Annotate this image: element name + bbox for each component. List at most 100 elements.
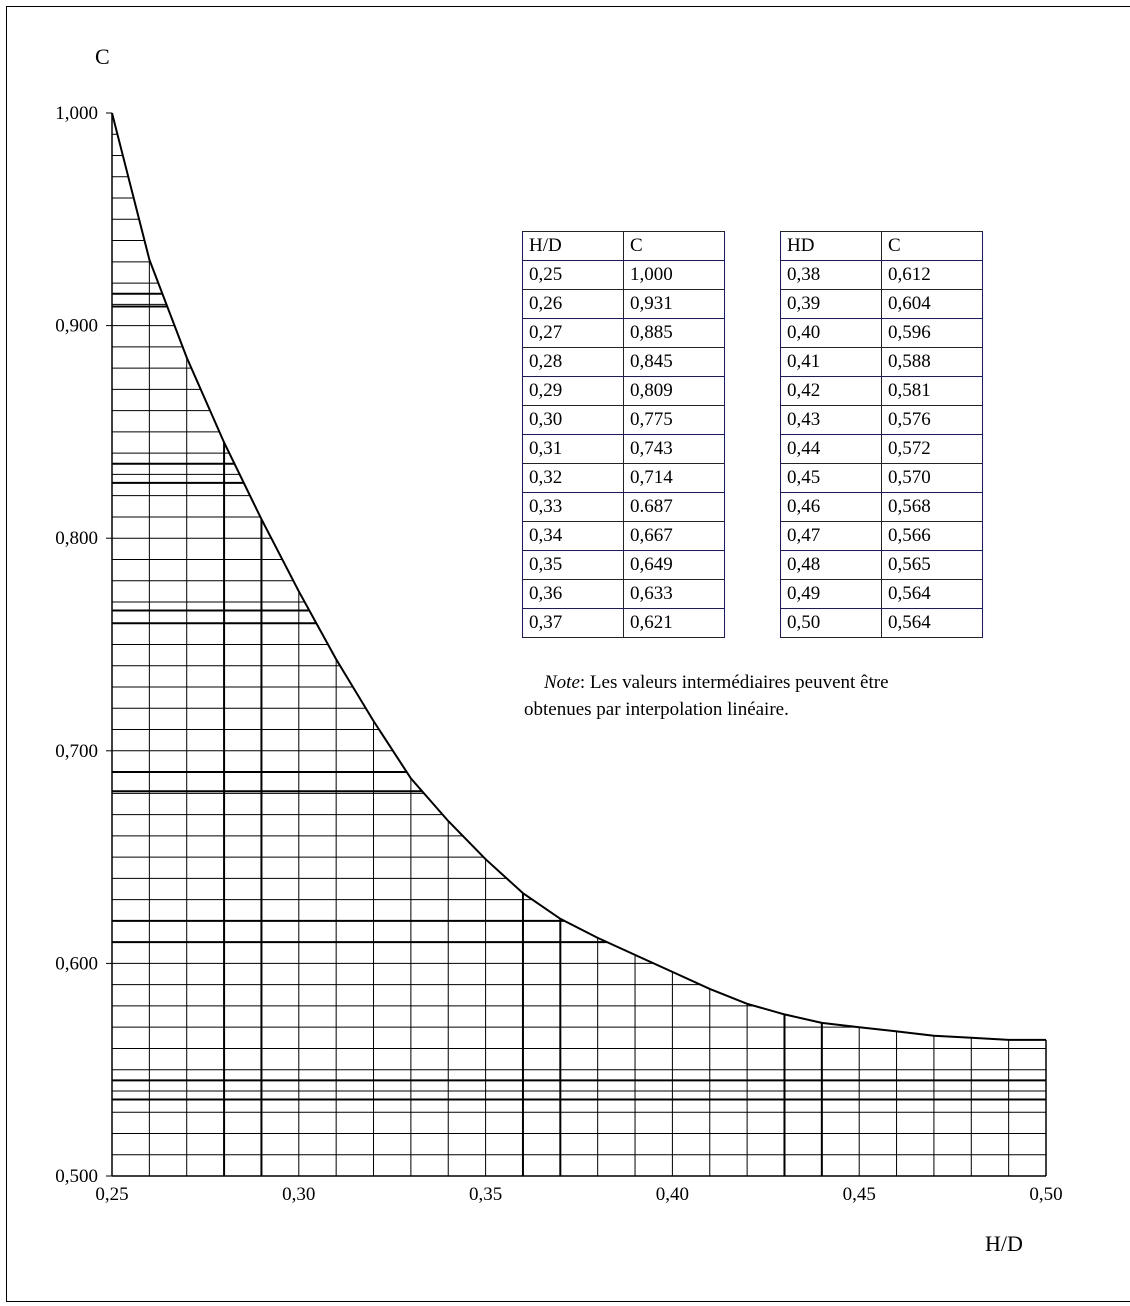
table-cell: 0,633 bbox=[623, 579, 725, 609]
x-tick-label: 0,50 bbox=[1029, 1184, 1062, 1205]
table-cell: 0,30 bbox=[522, 405, 624, 435]
table-header-cell: H/D bbox=[522, 231, 624, 261]
table-cell: 0,714 bbox=[623, 463, 725, 493]
table-cell: 0,809 bbox=[623, 376, 725, 406]
table-row: 0,36 0,633 bbox=[522, 579, 725, 609]
table-cell: 0,33 bbox=[522, 492, 624, 522]
table-row: 0,42 0,581 bbox=[780, 376, 983, 406]
chart-axes bbox=[111, 113, 1047, 1177]
table-row: 0,33 0.687 bbox=[522, 492, 725, 522]
table-cell: 0,565 bbox=[881, 550, 983, 580]
chart-grid bbox=[111, 113, 1047, 1176]
table-cell: 0,32 bbox=[522, 463, 624, 493]
table-row: 0,43 0,576 bbox=[780, 405, 983, 435]
table-row: 0,38 0,612 bbox=[780, 260, 983, 290]
table-cell: 0,572 bbox=[881, 434, 983, 464]
x-tick-label: 0,45 bbox=[843, 1184, 876, 1205]
values-table-right: HD C 0,38 0,612 0,39 0,604 0,40 0,596 0,41 0,588 0… bbox=[780, 231, 983, 638]
table-row: 0,45 0,570 bbox=[780, 463, 983, 493]
y-axis-title: C bbox=[95, 44, 110, 69]
table-row: 0,47 0,566 bbox=[780, 521, 983, 551]
y-tick-label: 0,900 bbox=[55, 316, 98, 337]
figure-frame bbox=[6, 6, 1130, 1302]
table-cell: 0,41 bbox=[780, 347, 882, 377]
x-tick-label: 0,30 bbox=[282, 1184, 315, 1205]
table-cell: 0,568 bbox=[881, 492, 983, 522]
series-line bbox=[111, 112, 1046, 1041]
table-cell: 0,596 bbox=[881, 318, 983, 348]
table-cell: 0,43 bbox=[780, 405, 882, 435]
table-cell: 0,570 bbox=[881, 463, 983, 493]
x-tick-label: 0,35 bbox=[469, 1184, 502, 1205]
y-tick-label: 0,600 bbox=[55, 953, 98, 974]
table-cell: 0,885 bbox=[623, 318, 725, 348]
table-cell: 0,649 bbox=[623, 550, 725, 580]
table-row: 0,27 0,885 bbox=[522, 318, 725, 348]
table-cell: 0,46 bbox=[780, 492, 882, 522]
table-cell: 0,564 bbox=[881, 579, 983, 609]
interpolation-note: Note: Les valeurs intermédiaires peuvent… bbox=[524, 669, 1004, 723]
table-row: 0,48 0,565 bbox=[780, 550, 983, 580]
table-row: 0,32 0,714 bbox=[522, 463, 725, 493]
table-cell: 0,31 bbox=[522, 434, 624, 464]
table-header-row: H/D C bbox=[522, 231, 725, 261]
table-row: 0,26 0,931 bbox=[522, 289, 725, 319]
table-cell: 0,50 bbox=[780, 608, 882, 638]
table-row: 0,50 0,564 bbox=[780, 608, 983, 638]
table-cell: 0,36 bbox=[522, 579, 624, 609]
table-cell: 0,743 bbox=[623, 434, 725, 464]
y-tick-label: 0,700 bbox=[55, 741, 98, 762]
y-tick-label: 0,500 bbox=[55, 1166, 98, 1187]
table-cell: 0,28 bbox=[522, 347, 624, 377]
table-cell: 0,26 bbox=[522, 289, 624, 319]
table-cell: 0,566 bbox=[881, 521, 983, 551]
table-cell: 0,35 bbox=[522, 550, 624, 580]
table-cell: 0,37 bbox=[522, 608, 624, 638]
table-row: 0,44 0,572 bbox=[780, 434, 983, 464]
table-cell: 0,581 bbox=[881, 376, 983, 406]
note-text-line1: : Les valeurs intermédiaires peuvent êtr… bbox=[579, 672, 889, 693]
table-header-cell: C bbox=[881, 231, 983, 261]
values-table-left: H/D C 0,25 1,000 0,26 0,931 0,27 0,885 0,28 0,845… bbox=[522, 231, 725, 638]
y-tick-label: 0,800 bbox=[55, 528, 98, 549]
table-cell: 0,845 bbox=[623, 347, 725, 377]
table-cell: 0,48 bbox=[780, 550, 882, 580]
table-row: 0,29 0,809 bbox=[522, 376, 725, 406]
table-row: 0,49 0,564 bbox=[780, 579, 983, 609]
x-axis-title: H/D bbox=[985, 1231, 1023, 1256]
table-cell: 0.687 bbox=[623, 492, 725, 522]
table-cell: 0,44 bbox=[780, 434, 882, 464]
table-cell: 0,604 bbox=[881, 289, 983, 319]
table-row: 0,41 0,588 bbox=[780, 347, 983, 377]
table-cell: 0,564 bbox=[881, 608, 983, 638]
table-row: 0,37 0,621 bbox=[522, 608, 725, 638]
table-header-cell: C bbox=[623, 231, 725, 261]
table-cell: 0,40 bbox=[780, 318, 882, 348]
table-cell: 0,34 bbox=[522, 521, 624, 551]
note-label: Note bbox=[544, 672, 580, 693]
table-cell: 0,38 bbox=[780, 260, 882, 290]
table-header-row: HD C bbox=[780, 231, 983, 261]
table-cell: 0,45 bbox=[780, 463, 882, 493]
table-cell: 0,931 bbox=[623, 289, 725, 319]
table-cell: 0,612 bbox=[881, 260, 983, 290]
table-cell: 1,000 bbox=[623, 260, 725, 290]
table-row: 0,40 0,596 bbox=[780, 318, 983, 348]
table-cell: 0,25 bbox=[522, 260, 624, 290]
table-cell: 0,576 bbox=[881, 405, 983, 435]
table-cell: 0,49 bbox=[780, 579, 882, 609]
y-tick-label: 1,000 bbox=[55, 103, 98, 124]
table-cell: 0,47 bbox=[780, 521, 882, 551]
chart-ticks: 0,25 0,30 0,35 0,40 0,45 0,50 0,500 0,600 0,700 0… bbox=[55, 103, 1062, 1205]
table-cell: 0,775 bbox=[623, 405, 725, 435]
x-tick-label: 0,25 bbox=[95, 1184, 128, 1205]
table-cell: 0,27 bbox=[522, 318, 624, 348]
table-cell: 0,588 bbox=[881, 347, 983, 377]
table-cell: 0,39 bbox=[780, 289, 882, 319]
table-row: 0,46 0,568 bbox=[780, 492, 983, 522]
x-tick-label: 0,40 bbox=[656, 1184, 689, 1205]
table-row: 0,30 0,775 bbox=[522, 405, 725, 435]
note-text-line2: obtenues par interpolation linéaire. bbox=[524, 699, 789, 720]
table-row: 0,25 1,000 bbox=[522, 260, 725, 290]
